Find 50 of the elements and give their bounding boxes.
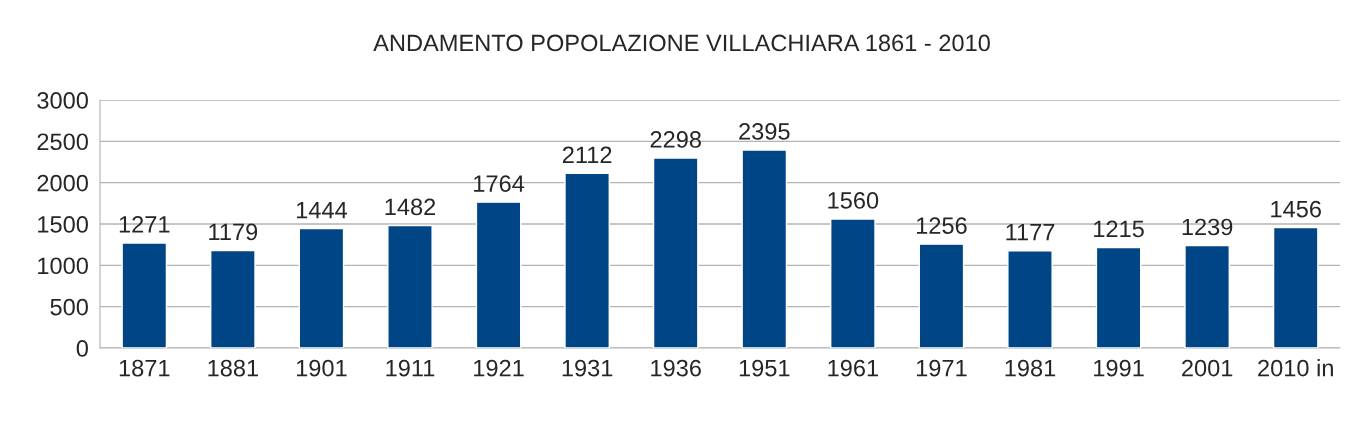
bar	[918, 243, 965, 348]
x-tick-label: 1931	[562, 359, 613, 377]
x-tick-label: 1981	[1005, 359, 1056, 377]
data-label: 1239	[1182, 218, 1233, 236]
x-tick-label: 1971	[916, 359, 967, 377]
data-label: 2395	[739, 123, 790, 140]
x-tick-label: 2001	[1182, 359, 1233, 377]
y-tick-label: 3000	[37, 92, 88, 109]
bar	[830, 218, 876, 348]
data-label: 1177	[1006, 224, 1055, 241]
y-tick-label: 2000	[37, 174, 88, 192]
bar	[210, 249, 256, 348]
x-tick-label: 1881	[208, 359, 258, 377]
x-tick-label: 1901	[296, 359, 347, 377]
bar	[121, 242, 168, 348]
bar	[564, 172, 610, 348]
x-tick-label: 1871	[119, 359, 170, 377]
x-tick-label: 2010 in	[1258, 359, 1333, 377]
bar	[1272, 226, 1319, 348]
bar	[741, 149, 788, 348]
x-tick-label: 1911	[386, 359, 435, 377]
data-label: 1271	[119, 215, 170, 233]
bar	[387, 224, 433, 348]
y-tick-label: 1500	[38, 216, 88, 233]
x-tick-label: 1991	[1094, 359, 1144, 377]
data-label: 1764	[474, 175, 525, 192]
data-label: 1256	[916, 217, 967, 234]
y-tick-label: 0	[76, 340, 88, 357]
chart-title: ANDAMENTO POPOLAZIONE VILLACHIARA 1861 - 2010	[373, 34, 990, 52]
data-label: 1215	[1094, 220, 1144, 238]
x-tick-label: 1936	[651, 359, 701, 377]
y-tick-label: 1000	[38, 257, 88, 275]
bar	[298, 227, 345, 348]
data-label: 1560	[828, 192, 879, 209]
bar	[1095, 246, 1142, 348]
data-label: 1456	[1271, 200, 1321, 218]
bar	[1184, 244, 1230, 348]
x-tick-label: 1921	[474, 359, 524, 377]
bar	[652, 157, 699, 348]
data-label: 2112	[562, 146, 612, 163]
y-tick-label: 500	[50, 298, 88, 316]
x-tick-label: 1961	[828, 359, 878, 377]
bar	[1007, 250, 1053, 348]
data-label: 1179	[209, 223, 258, 241]
data-label: 1482	[385, 198, 436, 216]
x-tick-label: 1951	[739, 359, 790, 377]
data-label: 1444	[296, 201, 347, 219]
bar	[475, 201, 522, 348]
y-tick-label: 2500	[37, 133, 88, 151]
data-label: 2298	[650, 131, 701, 148]
